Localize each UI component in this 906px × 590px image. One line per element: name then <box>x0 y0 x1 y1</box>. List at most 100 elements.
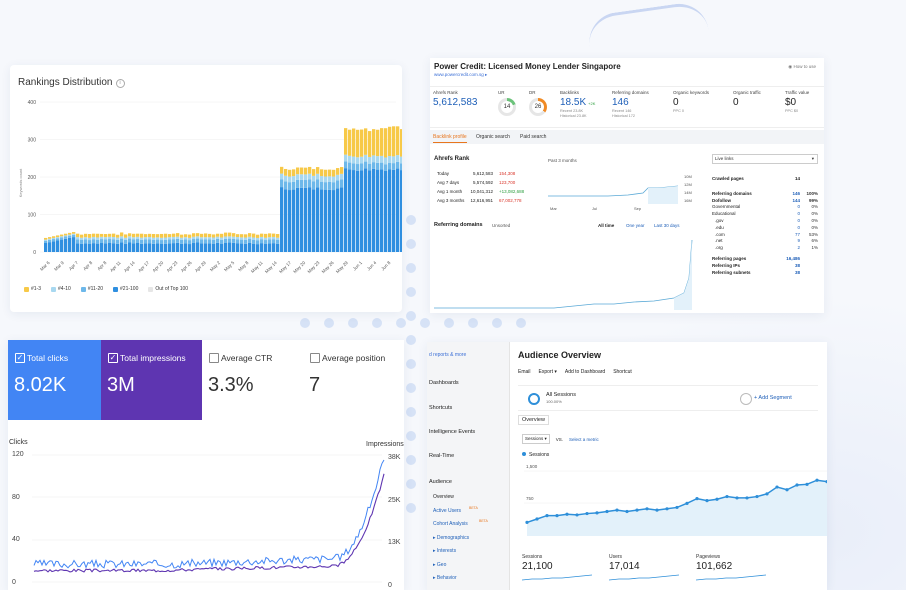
summary-count[interactable]: 38 <box>794 269 800 275</box>
data-point[interactable] <box>545 514 549 518</box>
time-option[interactable]: Last 30 days <box>654 223 680 228</box>
tab-paid-search[interactable]: Paid search <box>520 134 547 140</box>
data-point[interactable] <box>805 482 809 486</box>
nav-audience[interactable]: Audience <box>429 479 452 485</box>
checkbox[interactable] <box>310 353 320 363</box>
subnav-geo[interactable]: ▸ Geo <box>433 561 447 568</box>
tab-organic-search[interactable]: Organic search <box>476 134 510 140</box>
data-point[interactable] <box>655 508 659 512</box>
subnav-behavior[interactable]: ▸ Behavior <box>433 575 457 581</box>
rd-count[interactable]: 77 <box>794 231 800 237</box>
data-point[interactable] <box>775 485 779 489</box>
nav-real-time[interactable]: Real-Time <box>429 453 455 459</box>
data-point[interactable] <box>785 488 789 492</box>
data-point[interactable] <box>725 494 729 499</box>
bar-segment <box>292 189 296 252</box>
metric-value[interactable]: 146 <box>612 97 629 108</box>
how-to-use-link[interactable]: ◉ How to use <box>788 64 816 69</box>
subnav-cohort-analysis[interactable]: Cohort Analysis <box>433 521 468 527</box>
data-point[interactable] <box>615 508 619 512</box>
subnav-overview[interactable]: Overview <box>433 494 454 500</box>
legend-item[interactable]: #21-100 <box>113 286 138 292</box>
data-point[interactable] <box>695 497 699 501</box>
metric-value[interactable]: 18.5K <box>560 97 587 108</box>
data-point[interactable] <box>795 483 799 487</box>
refdomains-mode[interactable]: Unsorted <box>492 223 511 228</box>
metric-select[interactable]: Sessions ▾ <box>522 434 550 444</box>
toolbar-add-to-dashboard[interactable]: Add to Dashboard <box>564 369 606 375</box>
toolbar-export[interactable]: Export ▾ <box>538 369 557 375</box>
data-point[interactable] <box>755 494 759 499</box>
metric-value: 14 <box>501 101 513 113</box>
data-point[interactable] <box>735 496 739 500</box>
tile-average-position[interactable]: Average position 7 <box>303 340 404 420</box>
link-type-select[interactable]: Live links ▾ <box>712 154 818 164</box>
checkbox[interactable]: ✓ <box>108 353 118 363</box>
data-point[interactable] <box>535 517 539 521</box>
rd-count[interactable]: 144 <box>792 197 800 203</box>
data-point[interactable] <box>605 509 609 514</box>
data-point[interactable] <box>665 507 669 511</box>
tab-overview[interactable]: Overview <box>518 415 549 425</box>
nav-shortcuts[interactable]: Shortcuts <box>429 405 453 411</box>
rd-count[interactable]: 0 <box>797 224 800 230</box>
data-point[interactable] <box>715 497 719 501</box>
legend-item[interactable]: #11-20 <box>80 286 103 292</box>
site-url-link[interactable]: www.powercredit.com.sg ▸ <box>434 72 488 77</box>
data-point[interactable] <box>555 514 559 518</box>
x-tick-label: Jun 8 <box>380 260 392 272</box>
data-point[interactable] <box>675 505 679 510</box>
time-option[interactable]: All time <box>598 223 615 228</box>
rd-count[interactable]: 0 <box>797 211 800 217</box>
nav-intelligence-events[interactable]: Intelligence Events <box>429 429 476 435</box>
summary-count[interactable]: 16,486 <box>786 255 800 261</box>
add-segment-button[interactable]: + Add Segment <box>754 395 792 401</box>
search-reports-input[interactable]: d reports & more <box>429 352 467 358</box>
rd-count[interactable]: 146 <box>792 190 800 196</box>
metric-value[interactable]: 0 <box>673 97 679 108</box>
metric-value[interactable]: 0 <box>733 97 739 108</box>
tile-total-impressions[interactable]: ✓ Total impressions 3M <box>101 340 202 420</box>
data-point[interactable] <box>575 513 579 517</box>
subnav-interests[interactable]: ▸ Interests <box>433 548 457 554</box>
legend-item[interactable]: Out of Top 100 <box>148 286 188 292</box>
toolbar-shortcut[interactable]: Shortcut <box>613 369 632 375</box>
x-tick-label: Jun 1 <box>352 260 364 272</box>
select-metric-link[interactable]: Select a metric <box>569 436 599 442</box>
bar-segment <box>112 243 116 252</box>
data-point[interactable] <box>745 496 749 500</box>
metric-value[interactable]: 5,612,583 <box>433 97 478 108</box>
data-point[interactable] <box>685 501 689 505</box>
data-point[interactable] <box>825 480 827 484</box>
rd-count[interactable]: 0 <box>797 204 800 210</box>
checkbox[interactable]: ✓ <box>15 353 25 363</box>
data-point[interactable] <box>625 509 629 514</box>
legend-item[interactable]: #4-10 <box>51 286 71 292</box>
summary-count[interactable]: 38 <box>794 262 800 268</box>
data-point[interactable] <box>815 478 819 482</box>
tab-backlink-profile[interactable]: Backlink profile <box>433 134 467 143</box>
data-point[interactable] <box>565 512 569 516</box>
segment-label[interactable]: All Sessions <box>546 392 576 398</box>
tile-total-clicks[interactable]: ✓ Total clicks 8.02K <box>8 340 101 420</box>
data-point[interactable] <box>595 511 599 515</box>
nav-dashboards[interactable]: Dashboards <box>429 380 459 386</box>
checkbox[interactable] <box>209 353 219 363</box>
legend-item[interactable]: #1-3 <box>24 286 41 292</box>
data-point[interactable] <box>645 507 649 511</box>
data-point[interactable] <box>635 508 639 512</box>
tile-average-ctr[interactable]: Average CTR 3.3% <box>202 340 304 420</box>
data-point[interactable] <box>525 520 529 524</box>
data-point[interactable] <box>705 499 709 503</box>
subnav-active-users[interactable]: Active Users <box>433 507 462 514</box>
subnav-demographics[interactable]: ▸ Demographics <box>433 534 470 541</box>
rd-count[interactable]: 9 <box>797 238 800 244</box>
toolbar-email[interactable]: Email <box>518 369 531 375</box>
rd-count[interactable]: 0 <box>797 217 800 223</box>
info-icon[interactable]: i <box>115 79 125 88</box>
metric-value[interactable]: $0 <box>785 97 797 108</box>
time-option[interactable]: One year <box>626 223 645 228</box>
data-point[interactable] <box>585 511 589 516</box>
data-point[interactable] <box>765 492 769 496</box>
rd-count[interactable]: 2 <box>797 245 800 251</box>
